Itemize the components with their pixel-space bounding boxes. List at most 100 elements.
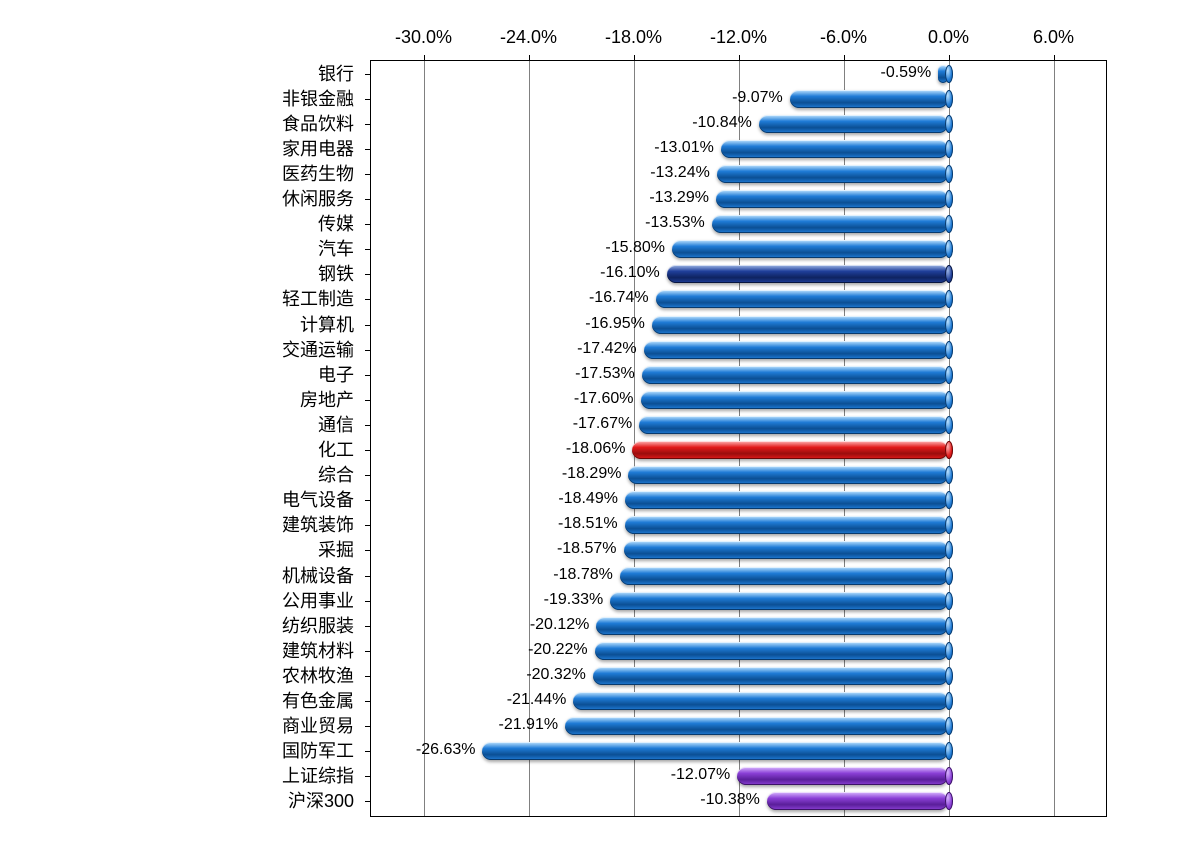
x-gridline [1054, 61, 1055, 816]
category-label: 建筑材料 [282, 637, 354, 663]
y-tick [365, 199, 371, 200]
bar [672, 240, 949, 258]
y-tick [365, 726, 371, 727]
bar-endcap [945, 90, 953, 108]
x-tick-label: -30.0% [395, 27, 452, 48]
x-gridline [424, 61, 425, 816]
bar [624, 541, 949, 559]
bar [644, 341, 949, 359]
bar-endcap [945, 441, 953, 459]
bar-endcap [945, 290, 953, 308]
y-tick [365, 350, 371, 351]
category-label: 有色金属 [282, 687, 354, 713]
bar-endcap [945, 567, 953, 585]
bar [652, 316, 949, 334]
value-label: -26.63% [416, 741, 476, 759]
sector-performance-bar-chart: -30.0%-24.0%-18.0%-12.0%-6.0%0.0%6.0% 银行… [0, 0, 1191, 856]
y-tick [365, 99, 371, 100]
bar [767, 792, 949, 810]
y-tick [365, 400, 371, 401]
y-tick [365, 801, 371, 802]
bar [737, 767, 948, 785]
x-tick [739, 55, 740, 61]
value-label: -20.22% [528, 641, 588, 659]
bar [625, 491, 949, 509]
value-label: -18.57% [557, 540, 617, 558]
bar-endcap [945, 265, 953, 283]
value-label: -21.44% [507, 691, 567, 709]
x-tick [949, 55, 950, 61]
category-label: 通信 [318, 411, 354, 437]
value-label: -18.49% [558, 490, 618, 508]
bar-endcap [945, 416, 953, 434]
category-label: 非银金融 [282, 85, 354, 111]
y-tick [365, 576, 371, 577]
bar [717, 165, 949, 183]
bar [639, 416, 948, 434]
bar-endcap [945, 140, 953, 158]
bar-endcap [945, 767, 953, 785]
y-tick [365, 626, 371, 627]
bar-endcap [945, 516, 953, 534]
bar-endcap [945, 667, 953, 685]
category-label: 电气设备 [282, 486, 354, 512]
bar-endcap [945, 491, 953, 509]
y-tick [365, 274, 371, 275]
category-label: 综合 [318, 461, 354, 487]
bar [790, 90, 949, 108]
x-tick [424, 55, 425, 61]
category-label: 上证综指 [282, 762, 354, 788]
y-tick [365, 124, 371, 125]
category-label: 机械设备 [282, 562, 354, 588]
y-tick [365, 325, 371, 326]
x-tick-label: -18.0% [605, 27, 662, 48]
bar-endcap [945, 316, 953, 334]
bar [759, 115, 949, 133]
y-tick [365, 74, 371, 75]
category-label: 建筑装饰 [282, 511, 354, 537]
y-tick [365, 601, 371, 602]
bar-endcap [945, 215, 953, 233]
y-tick [365, 425, 371, 426]
bar-endcap [945, 642, 953, 660]
y-tick [365, 651, 371, 652]
category-label: 交通运输 [282, 336, 354, 362]
bar [716, 190, 949, 208]
value-label: -16.95% [585, 315, 645, 333]
value-label: -20.32% [526, 666, 586, 684]
value-label: -16.74% [589, 289, 649, 307]
x-tick [1054, 55, 1055, 61]
category-label: 纺织服装 [282, 612, 354, 638]
bar [721, 140, 949, 158]
category-label: 钢铁 [318, 260, 354, 286]
category-label: 银行 [318, 60, 354, 86]
y-tick [365, 149, 371, 150]
value-label: -20.12% [530, 616, 590, 634]
y-tick [365, 776, 371, 777]
category-label: 休闲服务 [282, 185, 354, 211]
y-tick [365, 249, 371, 250]
y-tick [365, 224, 371, 225]
bar-endcap [945, 692, 953, 710]
y-tick [365, 500, 371, 501]
category-label: 食品饮料 [282, 110, 354, 136]
category-label: 传媒 [318, 210, 354, 236]
y-tick [365, 299, 371, 300]
bar-endcap [945, 65, 953, 83]
category-label: 沪深300 [288, 787, 354, 813]
value-label: -16.10% [600, 264, 660, 282]
category-label: 房地产 [300, 386, 354, 412]
category-label: 轻工制造 [282, 285, 354, 311]
bar [625, 516, 949, 534]
bar-endcap [945, 541, 953, 559]
value-label: -21.91% [498, 716, 558, 734]
category-label: 汽车 [318, 235, 354, 261]
bar [642, 366, 949, 384]
y-tick [365, 550, 371, 551]
bar [632, 441, 948, 459]
value-label: -18.29% [562, 465, 622, 483]
value-label: -18.78% [553, 566, 613, 584]
bar [620, 567, 949, 585]
y-tick [365, 375, 371, 376]
category-label: 化工 [318, 436, 354, 462]
